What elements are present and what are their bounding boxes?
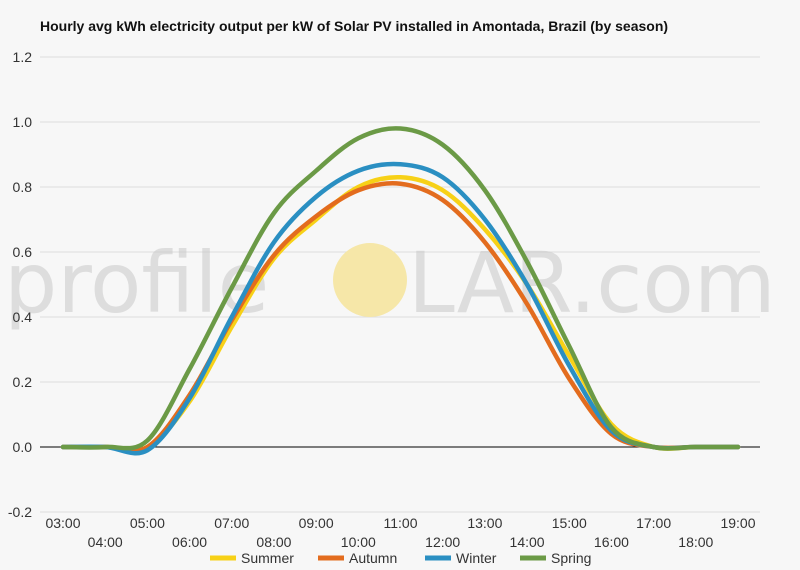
y-tick-label: 0.4: [13, 309, 33, 325]
x-tick-label: 03:00: [45, 515, 80, 531]
y-tick-label: 0.8: [13, 179, 33, 195]
x-tick-label: 08:00: [256, 534, 291, 550]
x-tick-label: 17:00: [636, 515, 671, 531]
legend-label-spring: Spring: [551, 550, 591, 566]
y-tick-label: -0.2: [8, 504, 32, 520]
x-tick-label: 13:00: [467, 515, 502, 531]
watermark-logo: profile LAR.com: [4, 234, 776, 332]
legend-label-winter: Winter: [456, 550, 497, 566]
series-lines: [60, 126, 741, 456]
y-axis-ticks: -0.2 0.0 0.2 0.4 0.6 0.8 1.0 1.2: [8, 49, 32, 520]
x-tick-label: 16:00: [594, 534, 629, 550]
x-tick-label: 06:00: [172, 534, 207, 550]
series-line-spring: [60, 126, 741, 451]
y-tick-label: 1.2: [13, 49, 33, 65]
y-tick-label: 1.0: [13, 114, 33, 130]
legend: Summer Autumn Winter Spring: [210, 550, 591, 566]
y-tick-label: 0.2: [13, 374, 33, 390]
x-tick-label: 10:00: [341, 534, 376, 550]
x-tick-label: 04:00: [88, 534, 123, 550]
x-tick-label: 09:00: [299, 515, 334, 531]
y-tick-label: 0.0: [13, 439, 33, 455]
x-tick-label: 11:00: [384, 515, 418, 531]
watermark-right-text: LAR.com: [408, 234, 776, 332]
legend-label-summer: Summer: [241, 550, 294, 566]
legend-label-autumn: Autumn: [349, 550, 397, 566]
x-tick-label: 15:00: [552, 515, 587, 531]
x-tick-label: 14:00: [510, 534, 545, 550]
x-tick-label: 07:00: [214, 515, 249, 531]
x-axis-ticks: 03:00 04:00 05:00 06:00 07:00 08:00 09:00 10:00…: [45, 515, 755, 550]
chart-title: Hourly avg kWh electricity output per kW…: [40, 18, 669, 34]
sun-icon: [333, 243, 407, 317]
x-tick-label: 05:00: [130, 515, 165, 531]
y-tick-label: 0.6: [13, 244, 33, 260]
x-tick-label: 12:00: [425, 534, 460, 550]
grid-lines: [40, 56, 760, 513]
x-tick-label: 19:00: [720, 515, 755, 531]
watermark-left-text: profile: [4, 234, 269, 332]
x-tick-label: 18:00: [678, 534, 713, 550]
